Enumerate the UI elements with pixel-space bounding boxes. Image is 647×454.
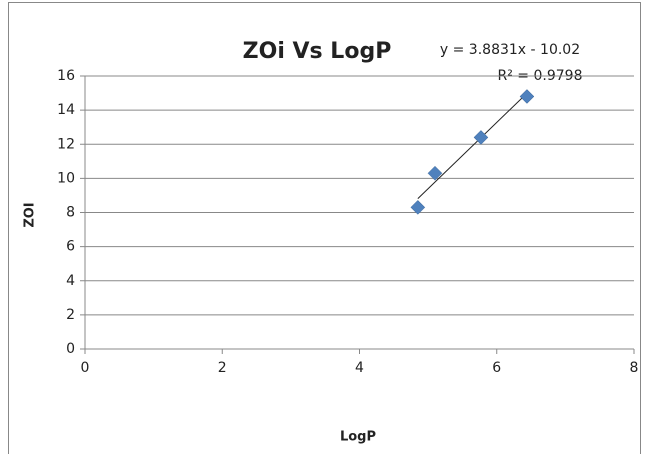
x-axis-label: LogP bbox=[340, 430, 376, 445]
y-tick-label: 16 bbox=[57, 68, 75, 84]
y-tick-label: 0 bbox=[66, 341, 75, 357]
x-tick-label: 6 bbox=[492, 360, 501, 376]
data-point bbox=[519, 89, 535, 104]
y-tick-label: 8 bbox=[66, 205, 75, 221]
y-tick-label: 6 bbox=[66, 239, 75, 255]
y-tick-label: 14 bbox=[57, 102, 75, 118]
y-tick-label: 12 bbox=[57, 136, 75, 152]
trendline bbox=[417, 92, 528, 199]
x-tick-label: 0 bbox=[81, 360, 90, 376]
x-tick-label: 2 bbox=[218, 360, 227, 376]
y-axis-label: ZOI bbox=[23, 202, 38, 227]
chart-frame bbox=[8, 2, 641, 454]
equation-label: y = 3.8831x - 10.02 bbox=[440, 42, 580, 58]
data-point bbox=[410, 200, 426, 215]
y-tick-label: 10 bbox=[57, 170, 75, 186]
x-tick-label: 8 bbox=[630, 360, 639, 376]
data-point bbox=[473, 130, 489, 145]
y-tick-label: 4 bbox=[66, 273, 75, 289]
x-tick-label: 4 bbox=[355, 360, 364, 376]
y-tick-label: 2 bbox=[66, 307, 75, 323]
chart-title: ZOi Vs LogP bbox=[243, 39, 392, 64]
data-point bbox=[427, 165, 443, 181]
